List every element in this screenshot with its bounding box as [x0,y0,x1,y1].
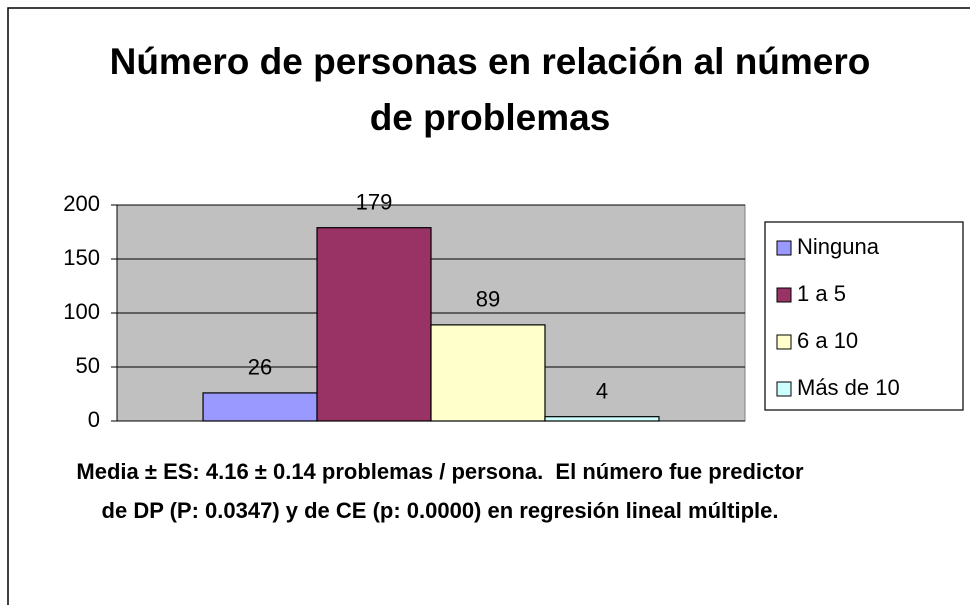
legend-swatch [776,287,792,303]
bar [430,324,546,422]
legend-label: Más de 10 [797,375,900,400]
legend-label: 1 a 5 [797,281,846,306]
y-tick-label: 150 [63,245,100,270]
legend-box [764,221,964,411]
data-label: 89 [476,287,500,312]
legend-swatch [776,334,792,350]
legend-swatch [776,240,792,256]
chart-border [7,7,970,605]
y-tick-label: 0 [88,407,100,432]
bar [316,227,432,422]
data-label: 179 [356,189,393,214]
legend-label: Ninguna [797,234,880,259]
data-label: 4 [596,378,608,403]
y-tick-label: 200 [63,191,100,216]
y-tick-label: 100 [63,299,100,324]
bar [202,392,318,422]
data-label: 26 [248,355,272,380]
legend-label: 6 a 10 [797,328,858,353]
y-tick-label: 50 [76,353,100,378]
chart-title: Número de personas en relación al número… [109,41,871,138]
legend-swatch [776,381,792,397]
bar [544,416,660,422]
annotation: Media ± ES: 4.16 ± 0.14 problemas / pers… [76,459,810,523]
